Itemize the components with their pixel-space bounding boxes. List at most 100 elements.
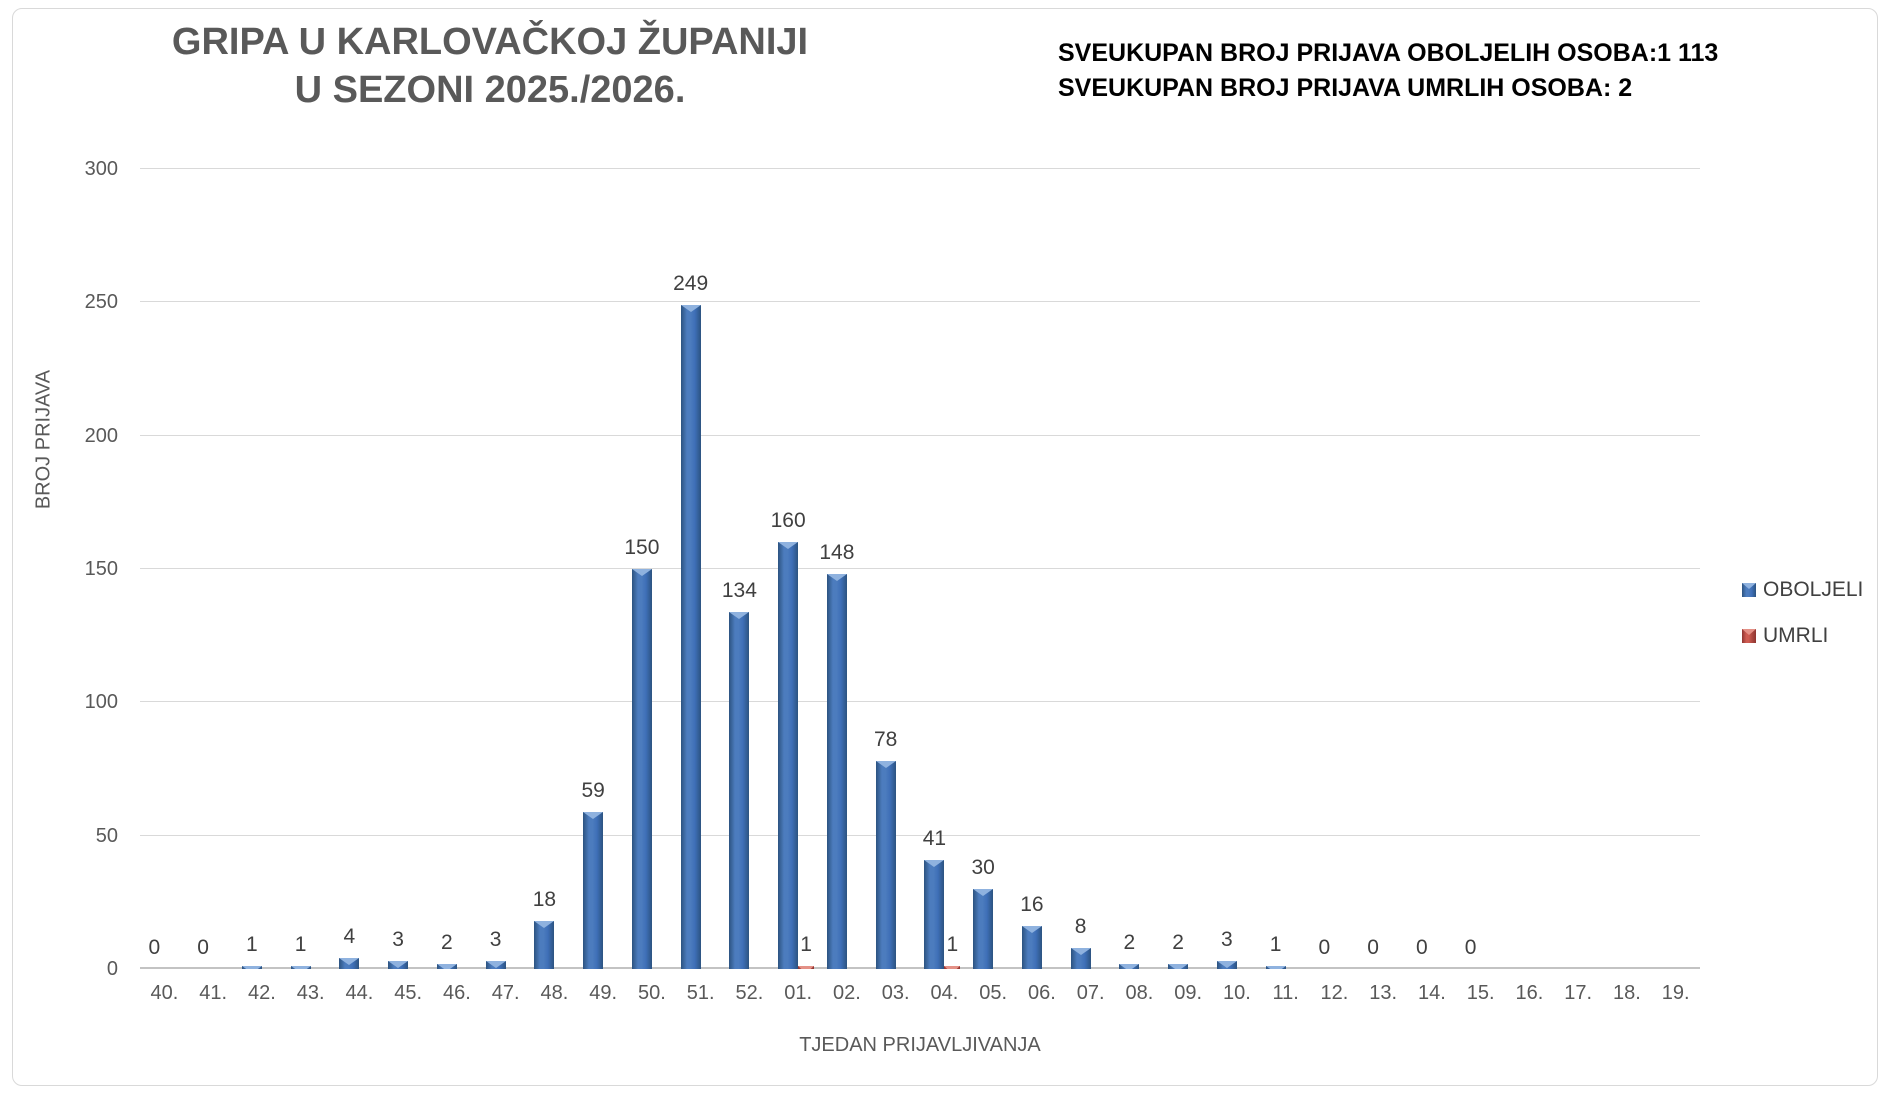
data-label-oboljeli: 0 (1416, 936, 1428, 959)
x-tick-label: 41. (199, 982, 228, 1004)
bar-tip (339, 958, 360, 965)
x-tick-label: 46. (442, 982, 471, 1004)
bar-tip (924, 860, 945, 867)
bar-tip (875, 761, 896, 768)
data-label-oboljeli: 41 (922, 827, 947, 850)
y-tick-label: 250 (84, 291, 118, 314)
bar-tip (680, 305, 701, 312)
bar-tip (388, 961, 409, 968)
data-label-oboljeli: 0 (1318, 936, 1331, 959)
data-label-oboljeli: 3 (392, 928, 404, 951)
gridline (140, 434, 1700, 436)
x-tick-label: 43. (296, 982, 325, 1004)
bar-tip (534, 921, 555, 928)
legend-label-umrli: UMRLI (1763, 624, 1829, 647)
data-label-oboljeli: 2 (1123, 931, 1136, 954)
bar-oboljeli-10. (1216, 961, 1237, 969)
bar-tip (826, 574, 847, 581)
x-tick-label: 12. (1320, 982, 1349, 1004)
bar-umrli-04. (944, 966, 961, 969)
bar-oboljeli-52. (729, 612, 750, 969)
x-tick-label: 03. (881, 982, 910, 1004)
bar-oboljeli-45. (388, 961, 409, 969)
legend-item-umrli: UMRLI (1742, 624, 1863, 648)
data-label-oboljeli: 4 (343, 925, 356, 948)
y-tick-label: 300 (84, 158, 118, 180)
x-tick-label: 05. (979, 982, 1008, 1004)
x-axis-title: TJEDAN PRIJAVLJIVANJA (799, 1034, 1041, 1056)
summary-stats-umrli: SVEUKUPAN BROJ PRIJAVA UMRLIH OSOBA: 2 (1058, 74, 1633, 102)
data-label-oboljeli: 1 (294, 933, 307, 956)
gridline (140, 301, 1700, 303)
bar-oboljeli-05. (973, 889, 994, 969)
x-tick-label: 42. (247, 982, 276, 1004)
data-label-oboljeli: 160 (770, 509, 806, 532)
bar-tip (729, 612, 750, 619)
x-tick-label: 49. (589, 982, 618, 1004)
data-label-umrli: 1 (800, 933, 812, 956)
y-axis-title: BROJ PRIJAVA (32, 369, 55, 510)
x-tick-label: 17. (1564, 982, 1593, 1004)
x-tick-label: 16. (1515, 982, 1544, 1004)
bar-tip (241, 966, 262, 969)
bar-oboljeli-11. (1265, 966, 1286, 969)
data-label-oboljeli: 150 (624, 536, 660, 559)
bar-oboljeli-43. (290, 966, 311, 969)
x-tick-label: 40. (150, 982, 179, 1004)
plot-area: 0 0 1 1 4 3 2 3 18 59 150 249 134 160 148 78 41 30 16 8 2 2 3 1… (140, 168, 1700, 969)
bar-oboljeli-02. (826, 574, 847, 969)
data-label-oboljeli: 1 (246, 933, 258, 956)
legend-label-oboljeli: OBOLJELI (1763, 578, 1864, 601)
x-tick-label: 52. (735, 982, 764, 1004)
data-label-oboljeli: 78 (873, 728, 898, 751)
legend-item-oboljeli: OBOLJELI (1742, 578, 1863, 602)
data-label-oboljeli: 0 (148, 936, 161, 959)
summary-stats: SVEUKUPAN BROJ PRIJAVA OBOLJELIH OSOBA:1… (1058, 36, 1718, 106)
x-tick-label: 13. (1369, 982, 1398, 1004)
x-tick-label: 07. (1076, 982, 1105, 1004)
data-label-oboljeli: 30 (971, 856, 995, 879)
x-tick-label: 19. (1661, 982, 1690, 1004)
bar-oboljeli-51. (680, 305, 701, 969)
data-label-oboljeli: 59 (581, 779, 605, 802)
bar-oboljeli-03. (875, 761, 896, 969)
bar-oboljeli-49. (583, 812, 604, 969)
bar-oboljeli-04. (924, 860, 945, 969)
bar-oboljeli-44. (339, 958, 360, 969)
bar-tip (778, 542, 799, 549)
x-tick-label: 04. (930, 982, 959, 1004)
gridline (140, 568, 1700, 569)
bar-tip (1070, 948, 1091, 955)
bar-tip (485, 961, 506, 968)
data-label-oboljeli: 16 (1020, 893, 1044, 916)
data-label-oboljeli: 18 (532, 888, 557, 911)
x-tick-label: 09. (1174, 982, 1203, 1004)
data-label-oboljeli: 2 (1172, 931, 1184, 954)
bar-oboljeli-46. (436, 964, 457, 969)
bar-oboljeli-09. (1168, 964, 1189, 969)
bar-tip (1168, 964, 1189, 969)
chart-title-line2: U SEZONI 2025./2026. (294, 69, 686, 111)
legend: OBOLJELI UMRLI (1742, 578, 1863, 670)
data-label-oboljeli: 1 (1269, 933, 1282, 956)
bar-tip (1021, 926, 1042, 933)
x-tick-label: 11. (1272, 982, 1299, 1004)
bar-oboljeli-01. (778, 542, 799, 969)
bar-oboljeli-47. (485, 961, 506, 969)
x-tick-label: 47. (491, 982, 520, 1004)
y-tick-label: 150 (84, 558, 118, 580)
bar-tip (973, 889, 994, 896)
x-tick-label: 08. (1125, 982, 1154, 1004)
data-label-oboljeli: 0 (1464, 936, 1477, 959)
bar-tip (798, 966, 815, 969)
x-tick-label: 18. (1612, 982, 1641, 1004)
x-tick-label: 01. (784, 982, 813, 1004)
summary-stats-oboljeli: SVEUKUPAN BROJ PRIJAVA OBOLJELIH OSOBA:1… (1058, 39, 1719, 67)
umrli-marker-icon (1742, 629, 1756, 643)
x-tick-label: 02. (832, 982, 861, 1004)
x-tick-label: 14. (1417, 982, 1446, 1004)
bar-oboljeli-42. (241, 966, 262, 969)
gridline (140, 834, 1700, 836)
chart-border (12, 8, 1878, 1086)
data-label-oboljeli: 148 (819, 541, 855, 564)
